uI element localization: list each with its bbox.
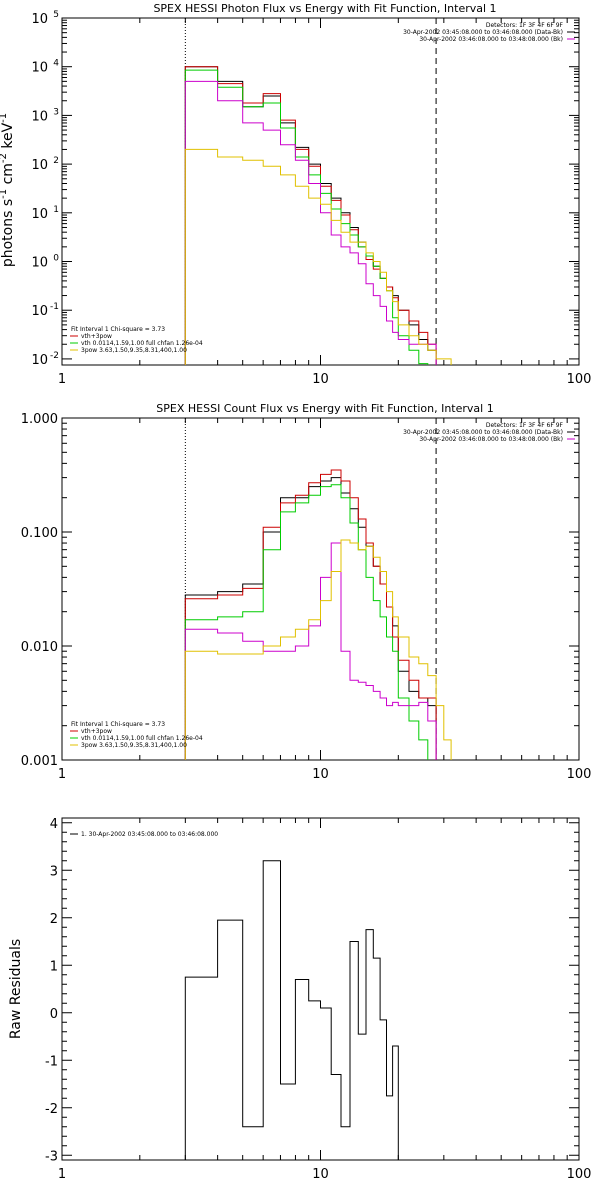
series-3-line [184, 80, 437, 365]
x-tick-label: 100 [567, 372, 592, 387]
y-tick-label: 0.001 [21, 754, 58, 769]
info-line: Detectors: 1F 3F 4F 6F 9F [486, 422, 564, 429]
y-tick-label: 0 [50, 1007, 58, 1022]
y-tick-exponent: 3 [53, 107, 59, 117]
x-tick-label: 10 [312, 372, 329, 387]
info-line: Detectors: 1F 3F 4F 6F 9F [486, 22, 564, 29]
info-line: 30-Apr-2002 03:46:08.000 to 03:48:08.000… [419, 36, 563, 43]
legend-entry: vth 0.0114,1.59,1.00 full chfan 1.26e-04 [81, 735, 203, 742]
y-tick-exponent: -2 [50, 351, 59, 361]
info-line: 30-Apr-2002 03:45:08.000 to 03:46:08.000… [403, 29, 563, 36]
photon-flux-title: SPEX HESSI Photon Flux vs Energy with Fi… [153, 2, 496, 15]
legend-entry: vth 0.0114,1.59,1.00 full chfan 1.26e-04 [81, 340, 203, 347]
legend-entry: 1. 30-Apr-2002 03:45:08.000 to 03:46:08.… [81, 831, 218, 838]
y-tick-label: -1 [45, 1054, 58, 1069]
legend-entry: vth+3pow [81, 333, 112, 340]
y-tick-exponent: 2 [53, 156, 59, 166]
y-tick-label: -3 [45, 1149, 58, 1164]
x-tick-label: 1 [58, 767, 66, 782]
y-tick-label: 10 [31, 256, 48, 271]
y-tick-label: 1 [50, 959, 58, 974]
y-tick-label: 10 [31, 109, 48, 124]
series-1-line [184, 66, 437, 365]
series-4-line [184, 148, 452, 365]
count-flux-panel: SPEX HESSI Count Flux vs Energy with Fit… [21, 402, 592, 782]
y-tick-exponent: 5 [53, 10, 59, 20]
y-tick-exponent: 0 [53, 254, 59, 264]
photon-flux-panel: SPEX HESSI Photon Flux vs Energy with Fi… [0, 2, 591, 387]
y-tick-label: 10 [31, 304, 48, 319]
legend-entry: 3pow 3.63,1.50,9.35,8.31,400,1.00 [81, 742, 187, 749]
y-tick-label: 0.100 [21, 526, 58, 541]
x-tick-label: 1 [58, 372, 66, 387]
series-3-line [184, 542, 437, 760]
y-tick-exponent: 4 [53, 59, 59, 69]
y-tick-label: -2 [45, 1102, 58, 1117]
y-tick-label: 10 [31, 12, 48, 27]
legend-entry: Fit Interval 1 Chi-square = 3.73 [71, 326, 165, 333]
x-tick-label: 1 [58, 1167, 66, 1182]
series-2-line [184, 484, 429, 760]
y-tick-label: 4 [50, 817, 58, 832]
info-line: 30-Apr-2002 03:45:08.000 to 03:46:08.000… [403, 429, 563, 436]
photon-flux-y-axis-label: photons s-1 cm-2 keV-1 [0, 113, 16, 267]
legend-entry: vth+3pow [81, 728, 112, 735]
x-tick-label: 10 [312, 767, 329, 782]
y-tick-label: 0.010 [21, 640, 58, 655]
count-flux-plot-area: 1 10 100 0.001 0.010 0.100 1.000 Detectors: 1F … [21, 412, 592, 782]
y-tick-label: 2 [50, 912, 58, 927]
legend-entry: Fit Interval 1 Chi-square = 3.73 [71, 721, 165, 728]
y-tick-label: 10 [31, 158, 48, 173]
residuals-panel: Raw Residuals 1 10 100 -3 -2 -1 0 1 2 3 4 1. 30-Apr… [8, 817, 591, 1182]
photon-flux-y-label-text: photons s-1 cm-2 keV-1 [0, 113, 16, 267]
y-tick-label: 3 [50, 864, 58, 879]
y-tick-label: 10 [31, 353, 48, 368]
y-tick-label: 1.000 [21, 412, 58, 427]
residuals-frame [61, 817, 580, 1161]
x-tick-label: 100 [567, 767, 592, 782]
residuals-plot-area: 1 10 100 -3 -2 -1 0 1 2 3 4 1. 30-Apr-2002 03:45:08… [45, 817, 591, 1182]
legend-entry: 3pow 3.63,1.50,9.35,8.31,400,1.00 [81, 347, 187, 354]
y-tick-label: 10 [31, 61, 48, 76]
series-4-line [184, 539, 452, 760]
series-0-line [184, 860, 437, 1160]
y-tick-label: 10 [31, 207, 48, 222]
series-1-line [184, 469, 437, 760]
info-line: 30-Apr-2002 03:46:08.000 to 03:48:08.000… [419, 436, 563, 443]
count-flux-title: SPEX HESSI Count Flux vs Energy with Fit… [156, 402, 493, 415]
x-tick-label: 10 [312, 1167, 329, 1182]
series-2-line [184, 69, 429, 365]
y-tick-exponent: -1 [50, 302, 59, 312]
series-0-line [184, 477, 437, 760]
y-tick-exponent: 1 [53, 205, 59, 215]
residuals-y-axis-label: Raw Residuals [8, 939, 24, 1039]
x-tick-label: 100 [567, 1167, 592, 1182]
